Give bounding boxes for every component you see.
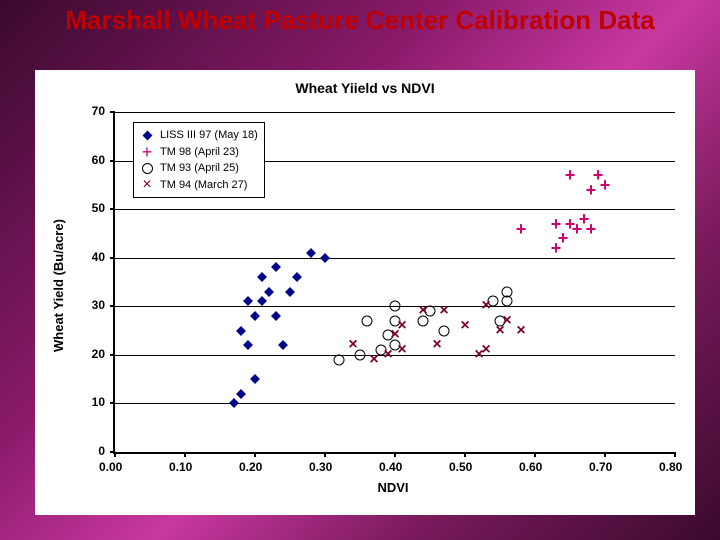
data-point: × (432, 339, 441, 351)
circle-icon (140, 163, 154, 174)
data-point: × (502, 315, 511, 327)
legend: LISS III 97 (May 18)+TM 98 (April 23)TM … (133, 122, 265, 198)
x-tick-label: 0.80 (659, 460, 682, 474)
x-tick-label: 0.00 (99, 460, 122, 474)
data-point (334, 354, 345, 365)
data-point: × (481, 300, 490, 312)
y-tick-label: 20 (92, 347, 105, 361)
gridline-h (115, 209, 675, 210)
x-tickmark (534, 452, 536, 457)
legend-label: TM 98 (April 23) (160, 144, 239, 161)
data-point (502, 286, 513, 297)
data-point: × (348, 339, 357, 351)
legend-entry: + TM 98 (April 23) (140, 144, 258, 161)
x-tick-label: 0.10 (169, 460, 192, 474)
x-icon: × (140, 179, 154, 191)
x-tickmark (184, 452, 186, 457)
data-point: + (551, 242, 562, 254)
data-point: × (460, 320, 469, 332)
gridline-h (115, 112, 675, 113)
data-point (439, 325, 450, 336)
data-point: × (397, 344, 406, 356)
plot-region: LISS III 97 (May 18)+TM 98 (April 23)TM … (113, 112, 675, 454)
y-tickmark (110, 160, 115, 162)
slide: Marshall Wheat Pasture Center Calibratio… (0, 0, 720, 540)
y-tick-label: 60 (92, 153, 105, 167)
data-point: × (383, 349, 392, 361)
y-tickmark (110, 257, 115, 259)
data-point: × (369, 354, 378, 366)
y-tickmark (110, 305, 115, 307)
data-point (502, 296, 513, 307)
x-tickmark (604, 452, 606, 457)
y-tick-label: 70 (92, 104, 105, 118)
x-tickmark (254, 452, 256, 457)
chart-area: Wheat Yiield vs NDVI Wheat Yield (Bu/acr… (35, 70, 695, 515)
legend-entry: × TM 94 (March 27) (140, 177, 258, 194)
x-tickmark (114, 452, 116, 457)
data-point: + (516, 223, 527, 235)
x-tick-label: 0.50 (449, 460, 472, 474)
data-point (362, 315, 373, 326)
x-tick-label: 0.70 (589, 460, 612, 474)
legend-label: LISS III 97 (May 18) (160, 127, 258, 144)
data-point: × (439, 305, 448, 317)
y-axis-label: Wheat Yield (Bu/acre) (51, 219, 66, 352)
x-tick-label: 0.30 (309, 460, 332, 474)
y-tick-label: 50 (92, 201, 105, 215)
legend-label: TM 93 (April 25) (160, 160, 239, 177)
x-tickmark (394, 452, 396, 457)
data-point (390, 301, 401, 312)
gridline-h (115, 355, 675, 356)
slide-title: Marshall Wheat Pasture Center Calibratio… (0, 0, 720, 35)
y-tick-label: 40 (92, 250, 105, 264)
y-tickmark (110, 208, 115, 210)
data-point: + (600, 179, 611, 191)
y-tickmark (110, 402, 115, 404)
x-tickmark (674, 452, 676, 457)
x-tick-label: 0.60 (519, 460, 542, 474)
y-tick-label: 10 (92, 395, 105, 409)
data-point: + (565, 169, 576, 181)
x-axis-label: NDVI (113, 480, 673, 495)
y-tickmark (110, 111, 115, 113)
x-tick-label: 0.20 (239, 460, 262, 474)
x-tickmark (464, 452, 466, 457)
legend-label: TM 94 (March 27) (160, 177, 247, 194)
chart-title: Wheat Yiield vs NDVI (35, 80, 695, 96)
data-point: × (397, 320, 406, 332)
data-point: × (481, 344, 490, 356)
legend-entry: TM 93 (April 25) (140, 160, 258, 177)
diamond-icon (140, 130, 154, 141)
plus-icon: + (140, 146, 154, 158)
data-point: × (418, 305, 427, 317)
gridline-h (115, 258, 675, 259)
data-point: + (586, 184, 597, 196)
y-tick-label: 30 (92, 298, 105, 312)
data-point: + (586, 223, 597, 235)
x-tick-label: 0.40 (379, 460, 402, 474)
x-tickmark (324, 452, 326, 457)
data-point: × (516, 325, 525, 337)
y-tick-label: 0 (98, 444, 105, 458)
y-tickmark (110, 354, 115, 356)
legend-entry: LISS III 97 (May 18) (140, 127, 258, 144)
gridline-h (115, 403, 675, 404)
